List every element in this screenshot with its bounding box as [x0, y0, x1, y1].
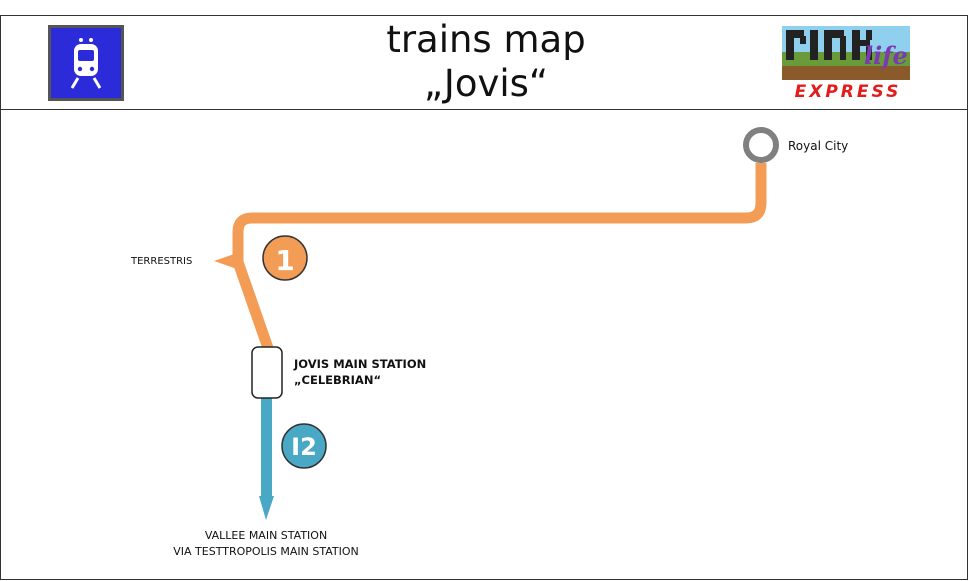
- title-line-1: trains map: [386, 18, 586, 61]
- terrestris-arrow: [214, 252, 240, 270]
- terrestris-label: TERRESTRIS: [130, 256, 192, 267]
- line-1-badge[interactable]: 1: [262, 235, 308, 281]
- logo-life-text: life: [864, 41, 908, 70]
- header: trains map „Jovis“ life EXPRESS: [1, 16, 967, 110]
- vallee-label-line-1: VALLEE MAIN STATION: [205, 529, 327, 542]
- vallee-label-line-2: VIA TESTTROPOLIS MAIN STATION: [173, 545, 359, 558]
- jovis-label-line-1: JOVIS MAIN STATION: [293, 357, 426, 371]
- line-i2-label: I2: [291, 433, 317, 461]
- line-i2-badge[interactable]: I2: [281, 423, 327, 469]
- train-icon: [48, 25, 124, 101]
- page-title: trains map „Jovis“: [301, 18, 671, 106]
- line-1-route: [232, 163, 767, 350]
- jovis-main-station-marker[interactable]: [251, 346, 283, 399]
- vallee-arrow: [259, 496, 274, 520]
- line-i2-route: [261, 396, 272, 496]
- title-line-2: „Jovis“: [423, 62, 549, 105]
- royal-city-terminus[interactable]: [743, 127, 779, 163]
- jovis-label-line-2: „CELEBRIAN“: [294, 373, 381, 387]
- royal-city-label: Royal City: [788, 139, 848, 153]
- logo-express-text: EXPRESS: [795, 82, 902, 102]
- rail-life-express-logo: life EXPRESS: [776, 26, 916, 102]
- map-frame: trains map „Jovis“ life EXPRESS: [0, 15, 968, 580]
- line-1-label: 1: [275, 244, 294, 277]
